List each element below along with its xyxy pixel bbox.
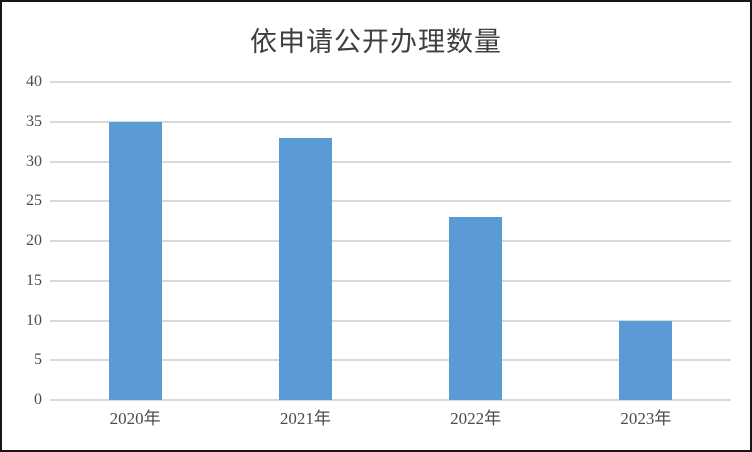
bar-2020年: [108, 121, 162, 400]
y-axis-tick-label: 40: [26, 73, 42, 90]
y-axis-tick-label: 35: [26, 112, 42, 130]
y-axis-tick-label: 15: [26, 271, 42, 289]
gridline: [50, 81, 731, 83]
gridline: [50, 359, 731, 362]
bar-2022年: [449, 217, 503, 400]
gridline: [50, 200, 731, 203]
y-axis-tick-label: 20: [26, 232, 42, 249]
gridline: [50, 279, 731, 282]
plot-area: [50, 81, 731, 401]
y-axis-tick-label: 30: [26, 152, 42, 170]
bar-2023年: [619, 320, 673, 400]
gridline: [50, 120, 731, 123]
y-axis-tick-label: 25: [26, 192, 42, 210]
x-axis-tick-label: 2020年: [109, 409, 161, 428]
gridline: [50, 399, 731, 401]
x-axis-tick-label: 2022年: [450, 409, 502, 428]
y-axis-tick-label: 5: [34, 351, 42, 369]
x-axis-tick-label: 2021年: [279, 409, 331, 428]
gridline: [50, 240, 731, 242]
chart-title: 依申请公开办理数量: [250, 27, 502, 57]
y-axis-tick-label: 0: [34, 391, 42, 408]
x-axis-tick-label: 2023年: [620, 409, 672, 428]
y-axis-tick-label: 10: [26, 311, 42, 329]
gridline: [50, 319, 731, 322]
gridline: [50, 160, 731, 163]
bar-2021年: [278, 137, 332, 400]
